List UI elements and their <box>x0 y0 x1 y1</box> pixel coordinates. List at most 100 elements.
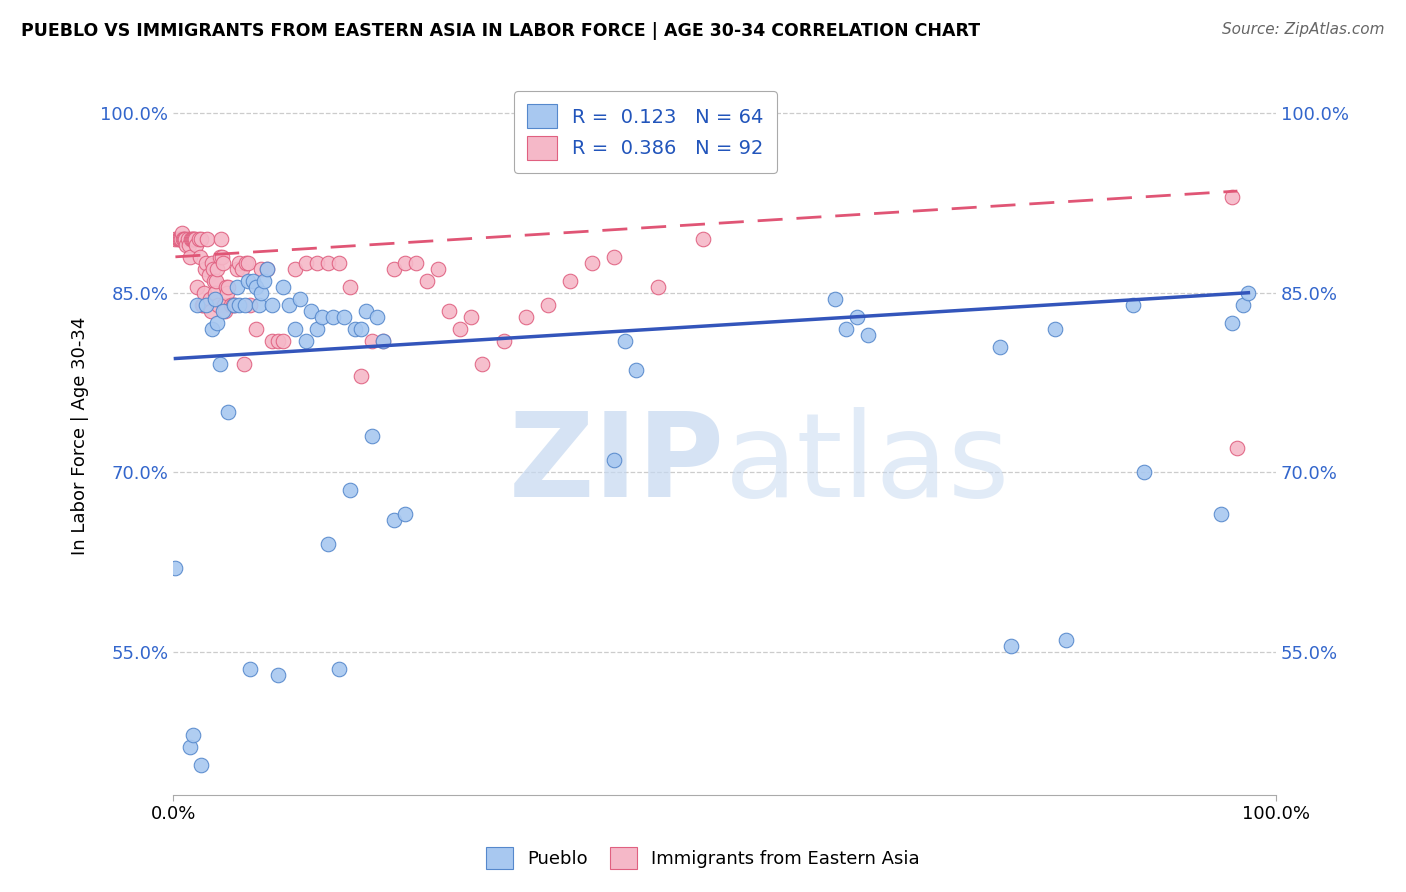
Point <box>471 358 494 372</box>
Point <box>1132 465 1154 479</box>
Point <box>299 303 322 318</box>
Legend: Pueblo, Immigrants from Eastern Asia: Pueblo, Immigrants from Eastern Asia <box>477 838 929 879</box>
Point <box>250 285 273 300</box>
Point <box>692 232 714 246</box>
Point <box>835 321 858 335</box>
Point <box>247 298 270 312</box>
Point <box>305 256 328 270</box>
Point <box>437 303 460 318</box>
Point <box>278 298 301 312</box>
Point <box>176 238 198 252</box>
Point <box>222 298 245 312</box>
Point <box>181 728 204 742</box>
Point <box>219 298 242 312</box>
Point <box>190 232 212 246</box>
Point <box>603 250 626 264</box>
Point <box>366 310 388 324</box>
Text: Source: ZipAtlas.com: Source: ZipAtlas.com <box>1222 22 1385 37</box>
Text: atlas: atlas <box>724 408 1010 523</box>
Point <box>205 274 228 288</box>
Point <box>217 405 239 419</box>
Point <box>322 310 344 324</box>
Point <box>416 274 439 288</box>
Point <box>1000 639 1022 653</box>
Point <box>339 483 361 497</box>
Text: ZIP: ZIP <box>509 408 724 523</box>
Point <box>179 740 201 755</box>
Point <box>214 303 236 318</box>
Point <box>350 321 373 335</box>
Point <box>449 321 471 335</box>
Point <box>344 321 367 335</box>
Point <box>560 274 582 288</box>
Point <box>515 310 537 324</box>
Point <box>267 668 290 682</box>
Point <box>537 298 560 312</box>
Point <box>204 285 226 300</box>
Point <box>201 321 224 335</box>
Point <box>256 261 278 276</box>
Point <box>288 292 311 306</box>
Point <box>190 758 212 772</box>
Point <box>1054 632 1077 647</box>
Point <box>188 250 211 264</box>
Point <box>198 292 221 306</box>
Point <box>170 232 193 246</box>
Point <box>207 316 229 330</box>
Point <box>239 298 262 312</box>
Point <box>209 232 232 246</box>
Point <box>316 256 339 270</box>
Point <box>181 232 204 246</box>
Point <box>165 232 187 246</box>
Point <box>250 261 273 276</box>
Point <box>492 334 515 348</box>
Point <box>256 261 278 276</box>
Point <box>273 334 295 348</box>
Point <box>212 298 235 312</box>
Point <box>253 274 276 288</box>
Point <box>460 310 482 324</box>
Point <box>1232 298 1254 312</box>
Point <box>228 298 250 312</box>
Point <box>211 303 233 318</box>
Legend: R =  0.123   N = 64, R =  0.386   N = 92: R = 0.123 N = 64, R = 0.386 N = 92 <box>513 91 778 173</box>
Point <box>170 226 193 240</box>
Point <box>239 663 262 677</box>
Point <box>226 261 249 276</box>
Point <box>191 298 214 312</box>
Point <box>166 232 188 246</box>
Point <box>1122 298 1144 312</box>
Point <box>382 513 405 527</box>
Point <box>174 232 197 246</box>
Point <box>181 232 204 246</box>
Point <box>603 453 626 467</box>
Point <box>1226 441 1249 455</box>
Point <box>211 250 233 264</box>
Point <box>177 238 200 252</box>
Point <box>305 321 328 335</box>
Point <box>426 261 449 276</box>
Point <box>824 292 846 306</box>
Point <box>165 561 187 575</box>
Point <box>183 232 205 246</box>
Point <box>1209 507 1232 521</box>
Point <box>193 285 215 300</box>
Point <box>186 238 208 252</box>
Point <box>186 279 208 293</box>
Point <box>217 285 239 300</box>
Point <box>371 334 394 348</box>
Point <box>231 261 253 276</box>
Point <box>856 327 879 342</box>
Point <box>197 232 219 246</box>
Point <box>283 321 305 335</box>
Point <box>204 292 226 306</box>
Point <box>405 256 427 270</box>
Point <box>208 250 231 264</box>
Point <box>215 279 238 293</box>
Point <box>200 303 222 318</box>
Point <box>294 334 316 348</box>
Point <box>262 334 284 348</box>
Point <box>316 537 339 551</box>
Point <box>311 310 333 324</box>
Point <box>1220 190 1243 204</box>
